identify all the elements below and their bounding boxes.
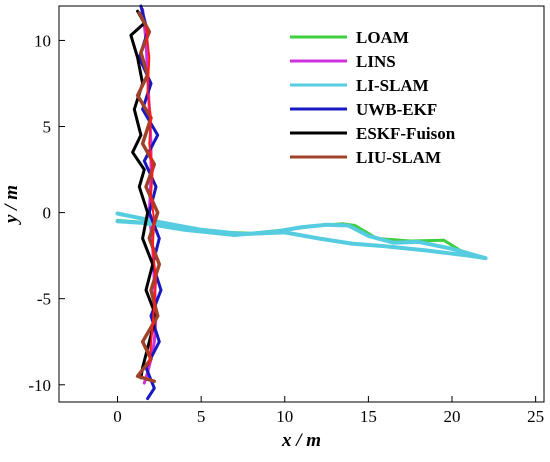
x-tick-label: 15 <box>360 407 377 426</box>
y-tick-label: 0 <box>43 204 52 223</box>
legend-label-liu-slam: LIU-SLAM <box>356 148 441 167</box>
legend: LOAM LINS LI-SLAM UWB-EKF ESKF-Fuison LIU-SLA… <box>290 28 456 167</box>
x-axis-label: x / m <box>281 430 321 451</box>
series-line-li-slam <box>115 211 488 261</box>
series-layer <box>115 4 488 401</box>
series-line-overlay-6 <box>145 25 157 366</box>
y-axis-label: y / m <box>1 185 22 225</box>
x-tick-label: 10 <box>276 407 293 426</box>
x-tick-label: 5 <box>197 407 206 426</box>
legend-label-uwb-ekf: UWB-EKF <box>356 100 437 119</box>
legend-label-lins: LINS <box>356 52 396 71</box>
x-tick-label: 20 <box>444 407 461 426</box>
y-tick-label: 5 <box>43 118 52 137</box>
y-tick-label: -5 <box>37 290 51 309</box>
plot-frame <box>58 5 545 403</box>
x-tick-label: 0 <box>113 407 122 426</box>
y-tick-label: 10 <box>34 31 51 50</box>
x-tick-label: 25 <box>527 407 544 426</box>
y-tick-label: -10 <box>28 376 51 395</box>
legend-label-li-slam: LI-SLAM <box>356 76 429 95</box>
ticks-layer: 0 5 10 15 20 25 -10 -5 0 5 10 <box>28 31 544 426</box>
legend-label-loam: LOAM <box>356 28 409 47</box>
legend-label-eskf-fuison: ESKF-Fuison <box>356 124 456 143</box>
